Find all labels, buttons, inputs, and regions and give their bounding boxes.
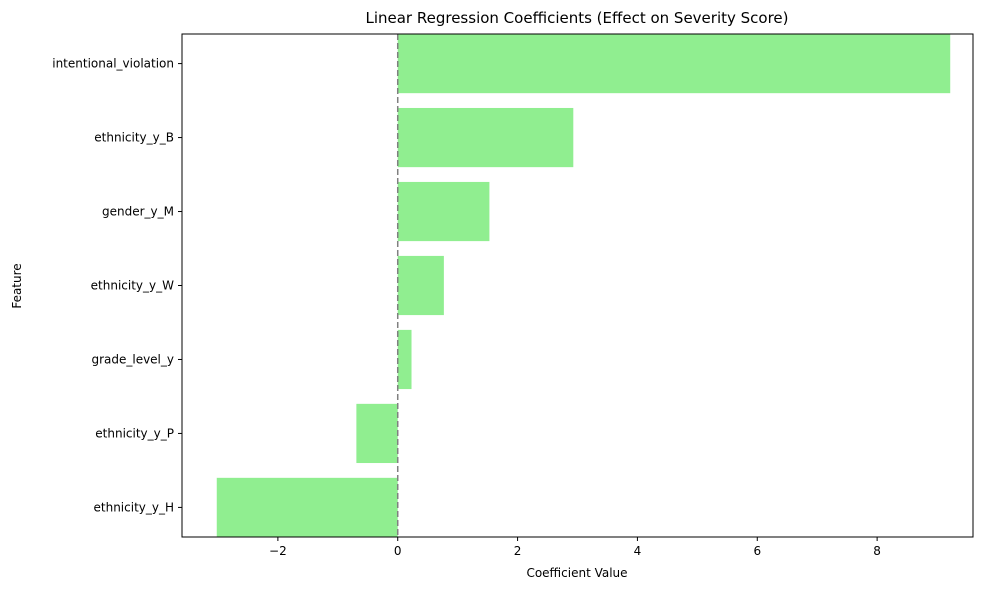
x-tick-label: 0 [394, 544, 402, 558]
x-tick-label: −2 [269, 544, 287, 558]
y-tick-label: ethnicity_y_W [91, 279, 174, 293]
y-tick-label: grade_level_y [91, 352, 174, 366]
y-axis-ticks: intentional_violation ethnicity_y_Bgender… [52, 57, 182, 514]
x-tick-label: 4 [634, 544, 642, 558]
y-tick-label: ethnicity_y_H [94, 500, 175, 514]
bar-ethnicity-y-P [356, 403, 398, 464]
y-tick-label: ethnicity_y_B [94, 131, 174, 145]
bar-ethnicity-y-W [397, 255, 444, 316]
x-axis-label: Coefficient Value [526, 566, 627, 580]
bar-gender-y-M [397, 181, 490, 242]
x-tick-label: 6 [753, 544, 761, 558]
plot-frame [181, 33, 974, 538]
y-tick-label: gender_y_M [102, 205, 174, 219]
bars-group [216, 34, 951, 537]
bar-intentional-violation [397, 34, 951, 94]
bar-grade-level-y [397, 329, 412, 390]
y-tick-label: ethnicity_y_P [95, 426, 174, 440]
bar-ethnicity-y-H [216, 477, 398, 537]
y-tick-label: intentional_violation [52, 57, 174, 71]
x-tick-label: 8 [873, 544, 881, 558]
bar-ethnicity-y-B [397, 107, 574, 168]
chart-title: Linear Regression Coefficients (Effect o… [365, 9, 788, 27]
x-tick-label: 2 [514, 544, 522, 558]
y-axis-label: Feature [10, 263, 24, 308]
x-axis-ticks: −2 0 2 4 6 8 [269, 537, 881, 558]
